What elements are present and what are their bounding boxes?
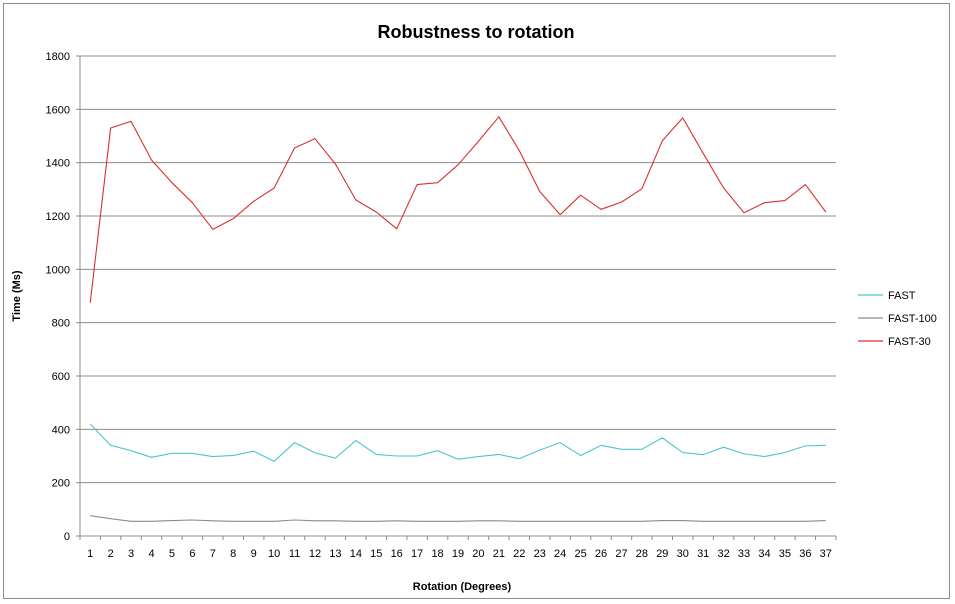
y-axis-title: Time (Ms) bbox=[11, 270, 23, 321]
chart-title: Robustness to rotation bbox=[378, 22, 575, 42]
y-tick-label: 600 bbox=[52, 371, 70, 383]
x-tick-label: 35 bbox=[779, 548, 791, 560]
x-tick-label: 34 bbox=[758, 548, 770, 560]
x-tick-label: 30 bbox=[677, 548, 689, 560]
series-line-fast-100 bbox=[90, 515, 826, 522]
x-tick-label: 1 bbox=[87, 548, 93, 560]
legend-label: FAST bbox=[888, 290, 916, 302]
x-tick-label: 7 bbox=[210, 548, 216, 560]
x-tick-label: 37 bbox=[820, 548, 832, 560]
x-tick-label: 28 bbox=[636, 548, 648, 560]
y-tick-label: 400 bbox=[52, 424, 70, 436]
x-tick-label: 12 bbox=[309, 548, 321, 560]
x-tick-label: 25 bbox=[574, 548, 586, 560]
y-tick-label: 1400 bbox=[46, 158, 70, 170]
x-tick-label: 20 bbox=[472, 548, 484, 560]
x-tick-label: 19 bbox=[452, 548, 464, 560]
legend-label: FAST-100 bbox=[888, 313, 937, 325]
x-tick-label: 3 bbox=[128, 548, 134, 560]
chart-frame bbox=[3, 3, 950, 599]
x-tick-label: 33 bbox=[738, 548, 750, 560]
series-line-fast bbox=[89, 423, 826, 462]
x-tick-label: 31 bbox=[697, 548, 709, 560]
x-tick-label: 16 bbox=[391, 548, 403, 560]
y-tick-label: 1200 bbox=[46, 211, 70, 223]
x-tick-label: 21 bbox=[493, 548, 505, 560]
x-tick-label: 22 bbox=[513, 548, 525, 560]
x-tick-label: 10 bbox=[268, 548, 280, 560]
x-tick-label: 11 bbox=[289, 548, 300, 560]
x-tick-label: 26 bbox=[595, 548, 607, 560]
x-tick-label: 9 bbox=[251, 548, 257, 560]
x-tick-label: 24 bbox=[554, 548, 566, 560]
axes bbox=[76, 55, 837, 540]
legend-label: FAST-30 bbox=[888, 336, 931, 348]
y-tick-label: 1800 bbox=[46, 51, 70, 63]
x-tick-label: 27 bbox=[615, 548, 627, 560]
x-tick-label: 15 bbox=[370, 548, 382, 560]
x-tick-label: 13 bbox=[329, 548, 341, 560]
x-tick-labels: 1 2 3 4 5 6 7 8 9 10 11 12 13 14 15 16 17 18 19 20 21 22 23 24 2… bbox=[87, 548, 832, 560]
x-tick-label: 29 bbox=[656, 548, 668, 560]
x-axis-title: Rotation (Degrees) bbox=[413, 581, 512, 593]
x-tick-label: 14 bbox=[350, 548, 362, 560]
y-tick-label: 800 bbox=[52, 318, 70, 330]
x-tick-label: 6 bbox=[189, 548, 195, 560]
legend: FAST FAST-100 FAST-30 bbox=[858, 290, 937, 348]
y-tick-label: 200 bbox=[52, 478, 70, 490]
y-tick-labels: 0 200 400 600 800 1000 1200 1400 1600 1800 bbox=[46, 51, 70, 543]
y-tick-label: 0 bbox=[64, 531, 70, 543]
x-tick-label: 23 bbox=[534, 548, 546, 560]
x-tick-label: 5 bbox=[169, 548, 175, 560]
series-line-fast-30 bbox=[89, 116, 827, 303]
x-tick-label: 8 bbox=[230, 548, 236, 560]
y-tick-label: 1000 bbox=[46, 264, 70, 276]
series-lines bbox=[89, 116, 827, 522]
x-tick-label: 18 bbox=[431, 548, 443, 560]
y-tick-label: 1600 bbox=[46, 104, 70, 116]
x-tick-label: 32 bbox=[717, 548, 729, 560]
x-tick-label: 17 bbox=[411, 548, 423, 560]
x-tick-label: 36 bbox=[799, 548, 811, 560]
x-tick-label: 2 bbox=[108, 548, 114, 560]
x-tick-label: 4 bbox=[148, 548, 154, 560]
gridlines bbox=[80, 55, 836, 484]
